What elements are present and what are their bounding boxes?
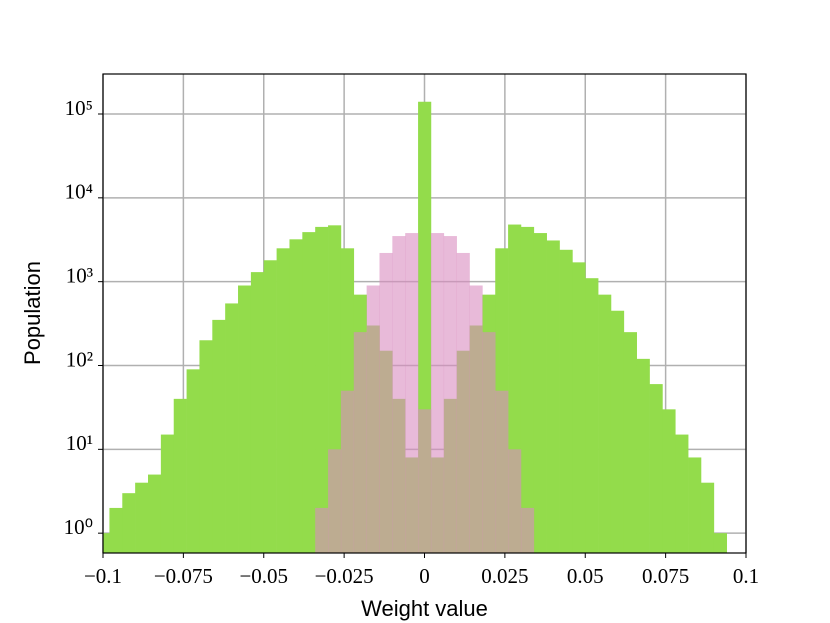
histogram-bar xyxy=(366,285,380,553)
histogram-bar xyxy=(109,507,123,553)
histogram-bar xyxy=(379,252,393,553)
y-tick-label: 10⁵ xyxy=(65,96,93,120)
histogram-bar xyxy=(392,236,406,553)
histogram-bar xyxy=(212,319,226,553)
histogram-bar xyxy=(456,252,470,553)
x-tick-label: −0.1 xyxy=(84,564,122,588)
histogram-bar xyxy=(148,474,162,553)
histogram-bar xyxy=(469,285,483,553)
histogram-bar xyxy=(263,260,277,553)
histogram-bar xyxy=(675,434,689,553)
histogram-bar xyxy=(623,332,637,553)
histogram-bar xyxy=(508,449,522,553)
histogram-bar xyxy=(430,233,445,553)
histogram-bar xyxy=(713,533,728,553)
histogram-bar xyxy=(238,285,252,553)
histogram-bar xyxy=(199,340,213,553)
histogram-bar xyxy=(520,226,535,553)
histogram-bar xyxy=(572,262,586,553)
histogram-bar xyxy=(122,493,136,553)
y-tick-label: 10⁰ xyxy=(64,515,93,539)
histogram-bar xyxy=(103,533,110,553)
y-tick-label: 10¹ xyxy=(66,431,93,455)
y-tick-label: 10² xyxy=(66,347,93,371)
bars xyxy=(103,101,728,553)
histogram-bar xyxy=(443,236,457,553)
histogram-bar xyxy=(135,482,149,553)
histogram-bar xyxy=(225,303,239,553)
histogram-bar xyxy=(482,332,496,553)
histogram-bar xyxy=(250,272,265,553)
histogram-bar xyxy=(688,457,702,553)
x-tick-label: 0.1 xyxy=(733,564,759,588)
x-tick-label: 0.075 xyxy=(642,564,689,588)
histogram-bar xyxy=(328,449,342,553)
histogram-bar xyxy=(353,332,367,553)
histogram-bar xyxy=(533,233,547,553)
ticks: −0.1 −0.075 −0.05 −0.025 0 0.025 0.05 0.075 0.1 1… xyxy=(64,96,760,588)
x-tick-label: −0.05 xyxy=(239,564,288,588)
histogram-bar xyxy=(559,249,573,553)
histogram-bar xyxy=(520,507,535,553)
x-tick-label: 0.05 xyxy=(567,564,604,588)
histogram-bar xyxy=(495,390,509,553)
histogram-bar xyxy=(649,384,663,553)
histogram-bar xyxy=(315,507,329,553)
histogram-bar xyxy=(289,239,303,553)
histogram-bar xyxy=(636,358,650,553)
histogram-bar xyxy=(546,240,560,553)
histogram-bar xyxy=(160,434,175,553)
y-tick-label: 10³ xyxy=(66,263,93,287)
histogram-bar xyxy=(662,409,676,553)
histogram-bar xyxy=(315,226,329,553)
histogram-bar xyxy=(585,278,599,553)
histogram-bar xyxy=(186,369,200,553)
histogram-bar xyxy=(700,482,715,553)
histogram-bar xyxy=(173,398,187,553)
histogram-bar xyxy=(610,310,625,553)
histogram-bar xyxy=(405,233,419,553)
x-axis-title: Weight value xyxy=(361,596,488,621)
histogram-bar xyxy=(418,409,432,553)
y-tick-label: 10⁴ xyxy=(65,180,93,204)
x-tick-label: 0 xyxy=(419,564,430,588)
histogram-bar xyxy=(598,294,612,553)
y-axis-title: Population xyxy=(20,261,45,365)
x-tick-label: −0.075 xyxy=(154,564,213,588)
x-tick-label: 0.025 xyxy=(481,564,528,588)
x-tick-label: −0.025 xyxy=(315,564,374,588)
histogram-bar xyxy=(340,390,355,553)
histogram-bar xyxy=(276,248,290,553)
histogram-bar xyxy=(302,232,316,553)
